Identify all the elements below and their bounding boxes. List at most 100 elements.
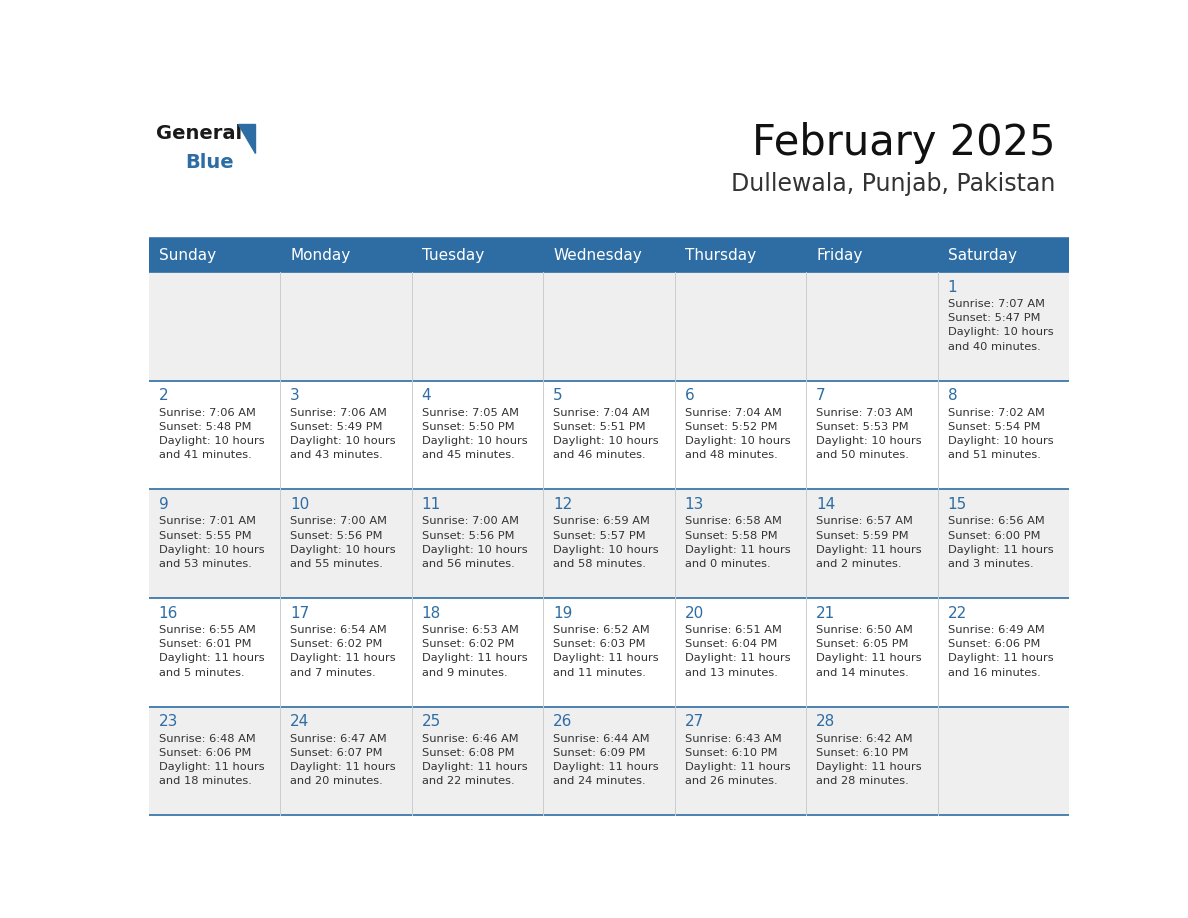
Text: Sunset: 5:49 PM: Sunset: 5:49 PM: [290, 421, 383, 431]
Text: Sunrise: 7:01 AM: Sunrise: 7:01 AM: [158, 516, 255, 526]
Text: and 24 minutes.: and 24 minutes.: [554, 777, 646, 787]
Text: and 5 minutes.: and 5 minutes.: [158, 667, 245, 677]
Text: and 13 minutes.: and 13 minutes.: [684, 667, 778, 677]
Text: 9: 9: [158, 497, 169, 512]
Text: Daylight: 10 hours: Daylight: 10 hours: [422, 544, 527, 554]
Text: and 55 minutes.: and 55 minutes.: [290, 559, 383, 569]
Bar: [148, 381, 1069, 489]
Text: Sunset: 5:59 PM: Sunset: 5:59 PM: [816, 531, 909, 541]
Text: Sunrise: 6:42 AM: Sunrise: 6:42 AM: [816, 733, 912, 744]
Text: Daylight: 10 hours: Daylight: 10 hours: [290, 544, 396, 554]
Text: and 46 minutes.: and 46 minutes.: [554, 450, 646, 460]
Text: Friday: Friday: [816, 248, 862, 263]
Text: Sunset: 5:56 PM: Sunset: 5:56 PM: [422, 531, 514, 541]
Text: Sunrise: 6:54 AM: Sunrise: 6:54 AM: [290, 625, 387, 635]
Text: Sunset: 5:52 PM: Sunset: 5:52 PM: [684, 421, 777, 431]
Text: Sunset: 5:48 PM: Sunset: 5:48 PM: [158, 421, 251, 431]
Bar: [148, 272, 1069, 381]
Text: Sunset: 5:58 PM: Sunset: 5:58 PM: [684, 531, 777, 541]
Text: Sunset: 6:02 PM: Sunset: 6:02 PM: [422, 639, 514, 649]
Text: Daylight: 11 hours: Daylight: 11 hours: [290, 762, 396, 772]
Text: Daylight: 10 hours: Daylight: 10 hours: [554, 436, 659, 446]
Text: Sunrise: 6:59 AM: Sunrise: 6:59 AM: [554, 516, 650, 526]
Text: Daylight: 10 hours: Daylight: 10 hours: [816, 436, 922, 446]
Text: 10: 10: [290, 497, 309, 512]
Text: Daylight: 10 hours: Daylight: 10 hours: [948, 328, 1054, 337]
Text: and 16 minutes.: and 16 minutes.: [948, 667, 1041, 677]
Text: Daylight: 10 hours: Daylight: 10 hours: [948, 436, 1054, 446]
Text: Sunset: 6:06 PM: Sunset: 6:06 PM: [948, 639, 1041, 649]
Text: Sunset: 6:04 PM: Sunset: 6:04 PM: [684, 639, 777, 649]
Text: Sunrise: 6:55 AM: Sunrise: 6:55 AM: [158, 625, 255, 635]
Text: 19: 19: [554, 606, 573, 621]
Text: Sunset: 6:03 PM: Sunset: 6:03 PM: [554, 639, 645, 649]
Text: Blue: Blue: [185, 153, 234, 173]
Bar: [148, 240, 1069, 272]
Text: 25: 25: [422, 714, 441, 730]
Text: 15: 15: [948, 497, 967, 512]
Text: Sunrise: 6:57 AM: Sunrise: 6:57 AM: [816, 516, 914, 526]
Text: 1: 1: [948, 280, 958, 295]
Text: 5: 5: [554, 388, 563, 403]
Text: Sunrise: 7:07 AM: Sunrise: 7:07 AM: [948, 299, 1044, 308]
Text: Daylight: 10 hours: Daylight: 10 hours: [158, 544, 264, 554]
Text: Daylight: 11 hours: Daylight: 11 hours: [816, 654, 922, 664]
Text: Sunset: 6:09 PM: Sunset: 6:09 PM: [554, 748, 645, 758]
Text: Daylight: 11 hours: Daylight: 11 hours: [554, 762, 659, 772]
Text: Sunset: 5:54 PM: Sunset: 5:54 PM: [948, 421, 1041, 431]
Text: Sunset: 6:01 PM: Sunset: 6:01 PM: [158, 639, 251, 649]
Text: and 22 minutes.: and 22 minutes.: [422, 777, 514, 787]
Text: and 26 minutes.: and 26 minutes.: [684, 777, 777, 787]
Text: 4: 4: [422, 388, 431, 403]
Text: Sunset: 5:53 PM: Sunset: 5:53 PM: [816, 421, 909, 431]
Text: Sunset: 6:07 PM: Sunset: 6:07 PM: [290, 748, 383, 758]
Text: 24: 24: [290, 714, 309, 730]
Text: Daylight: 10 hours: Daylight: 10 hours: [158, 436, 264, 446]
Text: Sunrise: 6:50 AM: Sunrise: 6:50 AM: [816, 625, 914, 635]
Text: and 20 minutes.: and 20 minutes.: [290, 777, 383, 787]
Text: Sunrise: 6:58 AM: Sunrise: 6:58 AM: [684, 516, 782, 526]
Text: Sunrise: 7:00 AM: Sunrise: 7:00 AM: [290, 516, 387, 526]
Text: Daylight: 11 hours: Daylight: 11 hours: [684, 654, 790, 664]
Text: and 43 minutes.: and 43 minutes.: [290, 450, 383, 460]
Text: Sunset: 5:55 PM: Sunset: 5:55 PM: [158, 531, 251, 541]
Text: 12: 12: [554, 497, 573, 512]
Text: Sunset: 6:10 PM: Sunset: 6:10 PM: [816, 748, 909, 758]
Text: February 2025: February 2025: [752, 122, 1055, 163]
Text: Daylight: 11 hours: Daylight: 11 hours: [554, 654, 659, 664]
Bar: [148, 598, 1069, 707]
Text: 6: 6: [684, 388, 695, 403]
Text: Daylight: 11 hours: Daylight: 11 hours: [422, 762, 527, 772]
Text: and 51 minutes.: and 51 minutes.: [948, 450, 1041, 460]
Text: 18: 18: [422, 606, 441, 621]
Text: Sunset: 5:51 PM: Sunset: 5:51 PM: [554, 421, 646, 431]
Text: 3: 3: [290, 388, 299, 403]
Text: and 14 minutes.: and 14 minutes.: [816, 667, 909, 677]
Text: Sunrise: 7:04 AM: Sunrise: 7:04 AM: [684, 408, 782, 418]
Text: Daylight: 11 hours: Daylight: 11 hours: [816, 544, 922, 554]
Text: Sunrise: 6:46 AM: Sunrise: 6:46 AM: [422, 733, 518, 744]
Text: Daylight: 10 hours: Daylight: 10 hours: [422, 436, 527, 446]
Text: Sunrise: 6:52 AM: Sunrise: 6:52 AM: [554, 625, 650, 635]
Text: Saturday: Saturday: [948, 248, 1017, 263]
Text: 28: 28: [816, 714, 835, 730]
Text: Sunrise: 7:06 AM: Sunrise: 7:06 AM: [158, 408, 255, 418]
Text: and 50 minutes.: and 50 minutes.: [816, 450, 909, 460]
Bar: [148, 707, 1069, 815]
Text: and 41 minutes.: and 41 minutes.: [158, 450, 252, 460]
Text: Daylight: 10 hours: Daylight: 10 hours: [684, 436, 790, 446]
Text: Sunrise: 6:56 AM: Sunrise: 6:56 AM: [948, 516, 1044, 526]
Text: and 53 minutes.: and 53 minutes.: [158, 559, 252, 569]
Text: and 2 minutes.: and 2 minutes.: [816, 559, 902, 569]
Polygon shape: [238, 124, 254, 153]
Text: 8: 8: [948, 388, 958, 403]
Text: Sunset: 5:56 PM: Sunset: 5:56 PM: [290, 531, 383, 541]
Text: General: General: [157, 124, 242, 143]
Text: Sunrise: 7:05 AM: Sunrise: 7:05 AM: [422, 408, 519, 418]
Bar: [148, 489, 1069, 598]
Text: and 9 minutes.: and 9 minutes.: [422, 667, 507, 677]
Text: Daylight: 11 hours: Daylight: 11 hours: [816, 762, 922, 772]
Text: Daylight: 11 hours: Daylight: 11 hours: [158, 654, 264, 664]
Text: and 40 minutes.: and 40 minutes.: [948, 341, 1041, 352]
Text: Monday: Monday: [290, 248, 350, 263]
